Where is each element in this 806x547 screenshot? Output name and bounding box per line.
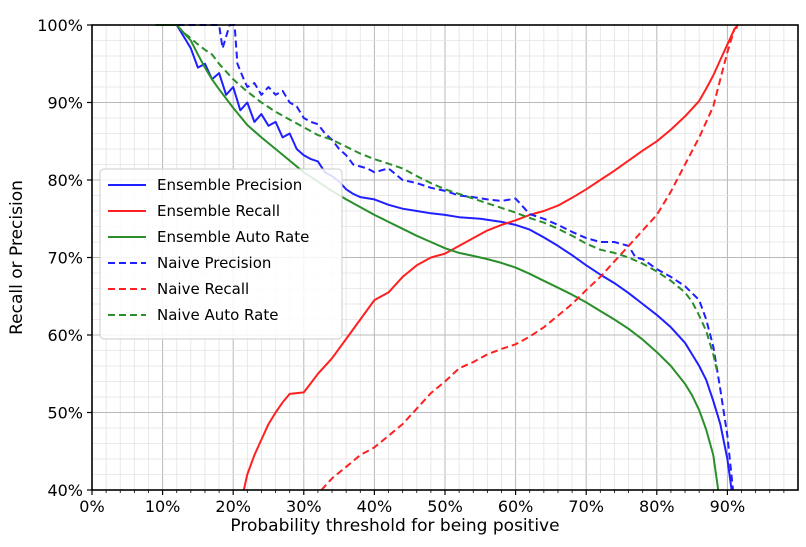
x-tick-label: 90% xyxy=(710,497,746,516)
y-axis-title: Recall or Precision xyxy=(7,180,27,335)
axis-ticks: 0% 10% 20% 30% 40% 50% 60% 70% 80% 90% 40% 50% 60% 70… xyxy=(37,16,785,516)
x-tick-label: 20% xyxy=(215,497,251,516)
y-tick-label: 50% xyxy=(47,404,83,423)
legend-label: Naive Precision xyxy=(157,254,271,272)
x-tick-label: 80% xyxy=(639,497,675,516)
series-line-naive-precision xyxy=(155,24,734,491)
legend-label: Ensemble Precision xyxy=(157,176,302,194)
legend-label: Ensemble Recall xyxy=(157,202,280,220)
series-line-naive-recall xyxy=(320,24,742,491)
y-tick-label: 80% xyxy=(47,171,83,190)
x-tick-label: 0% xyxy=(79,497,104,516)
x-axis-title: Probability threshold for being positive xyxy=(230,516,559,536)
legend-label: Naive Recall xyxy=(157,280,249,298)
y-tick-label: 100% xyxy=(37,16,83,35)
series-line-ensemble-precision xyxy=(155,24,733,491)
y-tick-label: 70% xyxy=(47,249,83,268)
x-tick-label: 30% xyxy=(286,497,322,516)
x-tick-label: 60% xyxy=(498,497,534,516)
series-line-ensemble-auto-rate xyxy=(155,24,720,491)
legend-box xyxy=(99,168,343,340)
x-tick-label: 70% xyxy=(568,497,604,516)
x-tick-label: 50% xyxy=(427,497,463,516)
series-line-naive-auto-rate xyxy=(155,24,718,371)
x-tick-label: 10% xyxy=(145,497,181,516)
legend: Ensemble Precision Ensemble Recall Ensembl… xyxy=(99,168,343,340)
legend-label: Ensemble Auto Rate xyxy=(157,228,309,246)
series-line-ensemble-recall xyxy=(242,24,739,491)
legend-label: Naive Auto Rate xyxy=(157,306,278,324)
y-tick-label: 60% xyxy=(47,326,83,345)
y-tick-label: 40% xyxy=(47,481,83,500)
x-tick-label: 40% xyxy=(357,497,393,516)
series-lines xyxy=(155,24,742,491)
y-tick-label: 90% xyxy=(47,94,83,113)
